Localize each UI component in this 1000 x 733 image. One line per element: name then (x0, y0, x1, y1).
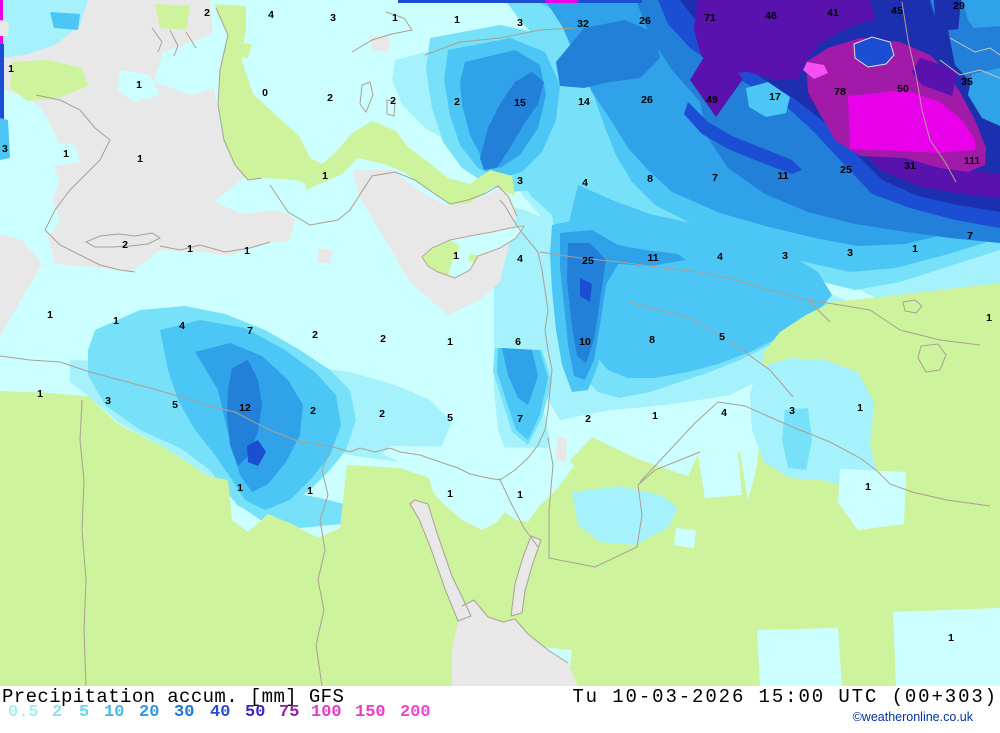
svg-text:1: 1 (244, 245, 250, 257)
svg-text:2: 2 (310, 405, 316, 417)
svg-text:2: 2 (327, 92, 333, 104)
svg-text:4: 4 (179, 320, 185, 332)
svg-text:0: 0 (262, 87, 268, 99)
svg-text:32: 32 (577, 18, 589, 30)
svg-text:1: 1 (237, 482, 243, 494)
svg-text:1: 1 (447, 336, 453, 348)
svg-text:3: 3 (789, 405, 795, 417)
svg-text:2: 2 (585, 413, 591, 425)
svg-text:111: 111 (964, 155, 981, 167)
svg-text:1: 1 (307, 485, 313, 497)
svg-text:12: 12 (239, 402, 251, 414)
svg-text:1: 1 (454, 14, 460, 26)
svg-text:1: 1 (652, 410, 658, 422)
svg-text:4: 4 (268, 9, 274, 21)
svg-text:5: 5 (172, 399, 178, 411)
svg-text:35: 35 (961, 76, 973, 88)
svg-text:7: 7 (517, 413, 523, 425)
svg-text:1: 1 (187, 243, 193, 255)
svg-text:1: 1 (517, 489, 523, 501)
svg-text:1: 1 (136, 79, 142, 91)
svg-text:17: 17 (769, 91, 781, 103)
svg-text:45: 45 (891, 5, 903, 17)
svg-text:2: 2 (204, 7, 210, 19)
svg-text:4: 4 (717, 251, 723, 263)
svg-text:71: 71 (704, 12, 716, 24)
svg-text:11: 11 (647, 252, 658, 264)
svg-text:3: 3 (105, 395, 111, 407)
svg-text:11: 11 (777, 170, 788, 182)
svg-text:1: 1 (912, 243, 918, 255)
svg-text:31: 31 (904, 160, 916, 172)
svg-text:14: 14 (578, 96, 590, 108)
svg-text:1: 1 (857, 402, 863, 414)
svg-text:46: 46 (765, 10, 777, 22)
svg-text:6: 6 (515, 336, 521, 348)
svg-text:2: 2 (379, 408, 385, 420)
svg-text:1: 1 (37, 388, 43, 400)
svg-text:7: 7 (712, 172, 718, 184)
svg-text:3: 3 (847, 247, 853, 259)
svg-text:1: 1 (948, 632, 954, 644)
svg-text:41: 41 (827, 7, 839, 19)
svg-text:5: 5 (719, 331, 725, 343)
svg-text:4: 4 (517, 253, 523, 265)
svg-text:1: 1 (392, 12, 398, 24)
svg-text:4: 4 (721, 407, 727, 419)
svg-text:1: 1 (447, 488, 453, 500)
svg-text:2: 2 (454, 96, 460, 108)
svg-text:1: 1 (322, 170, 328, 182)
svg-text:25: 25 (840, 164, 852, 176)
svg-text:3: 3 (517, 175, 523, 187)
svg-text:1: 1 (63, 148, 69, 160)
svg-text:25: 25 (582, 255, 594, 267)
svg-text:15: 15 (514, 97, 526, 109)
svg-text:1: 1 (453, 250, 459, 262)
svg-text:5: 5 (447, 412, 453, 424)
svg-text:78: 78 (834, 86, 846, 98)
svg-text:29: 29 (953, 0, 965, 12)
svg-text:8: 8 (649, 334, 655, 346)
svg-text:1: 1 (137, 153, 143, 165)
svg-text:3: 3 (782, 250, 788, 262)
svg-text:26: 26 (639, 15, 651, 27)
svg-text:2: 2 (312, 329, 318, 341)
svg-text:1: 1 (986, 312, 992, 324)
svg-text:1: 1 (113, 315, 119, 327)
svg-text:50: 50 (897, 83, 909, 95)
svg-text:3: 3 (517, 17, 523, 29)
svg-text:1: 1 (865, 481, 871, 493)
svg-text:7: 7 (247, 325, 253, 337)
svg-text:7: 7 (967, 230, 973, 242)
svg-text:3: 3 (330, 12, 336, 24)
svg-text:2: 2 (380, 333, 386, 345)
svg-text:26: 26 (641, 94, 653, 106)
svg-text:1: 1 (47, 309, 53, 321)
svg-text:2: 2 (122, 239, 128, 251)
svg-text:8: 8 (647, 173, 653, 185)
svg-text:2: 2 (390, 95, 396, 107)
svg-text:3: 3 (2, 143, 8, 155)
svg-text:10: 10 (579, 336, 591, 348)
svg-text:49: 49 (706, 94, 718, 106)
svg-text:4: 4 (582, 177, 588, 189)
svg-text:1: 1 (8, 63, 14, 75)
